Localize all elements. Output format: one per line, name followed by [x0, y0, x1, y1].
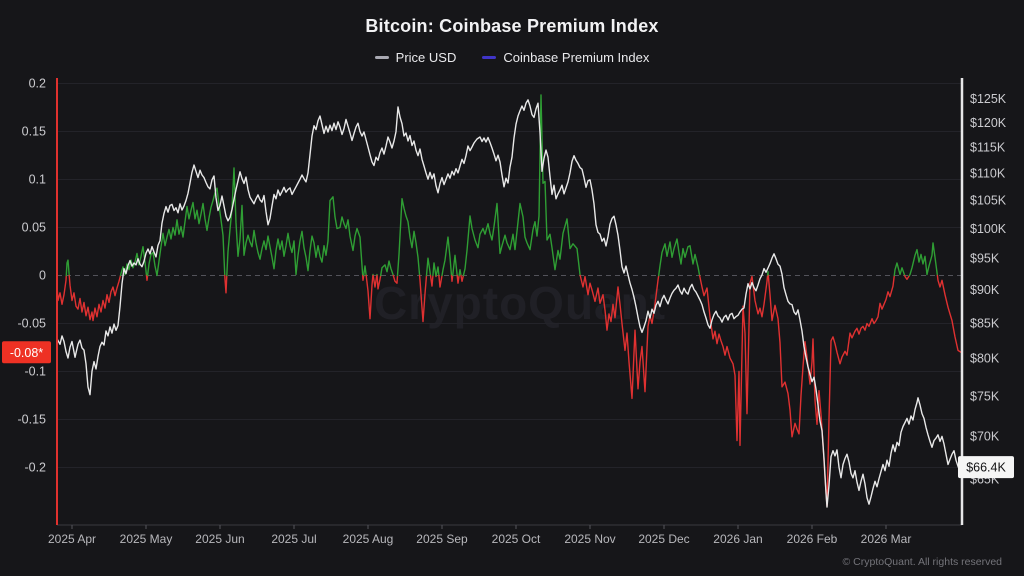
left-axis-label: 0: [39, 269, 46, 283]
legend-label-price-usd: Price USD: [395, 50, 457, 65]
right-axis-label: $115K: [970, 141, 1006, 155]
x-axis-label: 2025 Jun: [195, 532, 244, 546]
svg-text:$66.4K: $66.4K: [966, 461, 1006, 475]
legend-item-coinbase-premium-index[interactable]: Coinbase Premium Index: [482, 50, 649, 65]
x-axis-label: 2025 Dec: [638, 532, 689, 546]
coinbase-premium-line: [56, 94, 962, 507]
right-axis-label: $95K: [970, 252, 1000, 266]
left-axis-label: -0.2: [24, 461, 46, 475]
legend-item-price-usd[interactable]: Price USD: [374, 50, 457, 65]
coinbase-premium-line-swatch-icon: [482, 56, 497, 59]
y-axis-left-labels: 0.2 0.15 0.1 0.05 0 -0.05 -0.1 -0.15 -0.2: [18, 77, 47, 475]
price-usd-line-swatch-icon: [374, 56, 389, 59]
page-title: Bitcoin: Coinbase Premium Index: [365, 16, 659, 36]
right-axis-label: $85K: [970, 316, 1000, 330]
left-axis-label: 0.15: [22, 125, 46, 139]
left-axis-label: 0.2: [29, 77, 46, 91]
x-axis-label: 2025 Nov: [564, 532, 615, 546]
x-axis-label: 2025 Aug: [343, 532, 394, 546]
right-axis-label: $90K: [970, 283, 1000, 297]
price-last-value-badge: $66.4K: [958, 456, 1014, 479]
x-axis-label: 2026 Feb: [787, 532, 838, 546]
y-axis-right-labels: $125K $120K $115K $110K $105K $100K $95K $90K $8…: [970, 92, 1007, 487]
right-axis-label: $75K: [970, 389, 1000, 403]
x-axis-label: 2026 Jan: [713, 532, 762, 546]
x-axis: 2025 Apr 2025 May 2025 Jun 2025 Jul 2025 Aug…: [48, 524, 962, 546]
right-axis-label: $80K: [970, 352, 1000, 366]
right-axis-label: $120K: [970, 116, 1007, 130]
premium-last-value-badge: -0.08*: [2, 341, 51, 364]
left-axis-label: 0.05: [22, 221, 46, 235]
left-axis-label: 0.1: [29, 173, 46, 187]
right-axis-label: $125K: [970, 92, 1007, 106]
right-axis-label: $100K: [970, 222, 1007, 236]
gridlines: [57, 83, 962, 468]
x-axis-label: 2025 Jul: [271, 532, 316, 546]
left-axis-label: -0.1: [24, 365, 46, 379]
right-axis-label: $110K: [970, 166, 1006, 180]
svg-text:-0.08*: -0.08*: [10, 346, 43, 360]
price-usd-line: [56, 99, 963, 508]
right-axis-label: $70K: [970, 429, 1000, 443]
right-axis-label: $105K: [970, 193, 1007, 207]
x-axis-label: 2025 May: [120, 532, 173, 546]
x-axis-label: 2025 Oct: [492, 532, 541, 546]
legend-label-coinbase-premium-index: Coinbase Premium Index: [503, 50, 650, 65]
copyright-text: © CryptoQuant. All rights reserved: [842, 556, 1002, 568]
left-axis-label: -0.15: [18, 413, 47, 427]
x-axis-label: 2025 Sep: [416, 532, 468, 546]
left-axis-label: -0.05: [18, 317, 47, 331]
x-axis-label: 2026 Mar: [861, 532, 912, 546]
x-axis-label: 2025 Apr: [48, 532, 96, 546]
chart-legend: Price USD Coinbase Premium Index: [0, 50, 1024, 65]
